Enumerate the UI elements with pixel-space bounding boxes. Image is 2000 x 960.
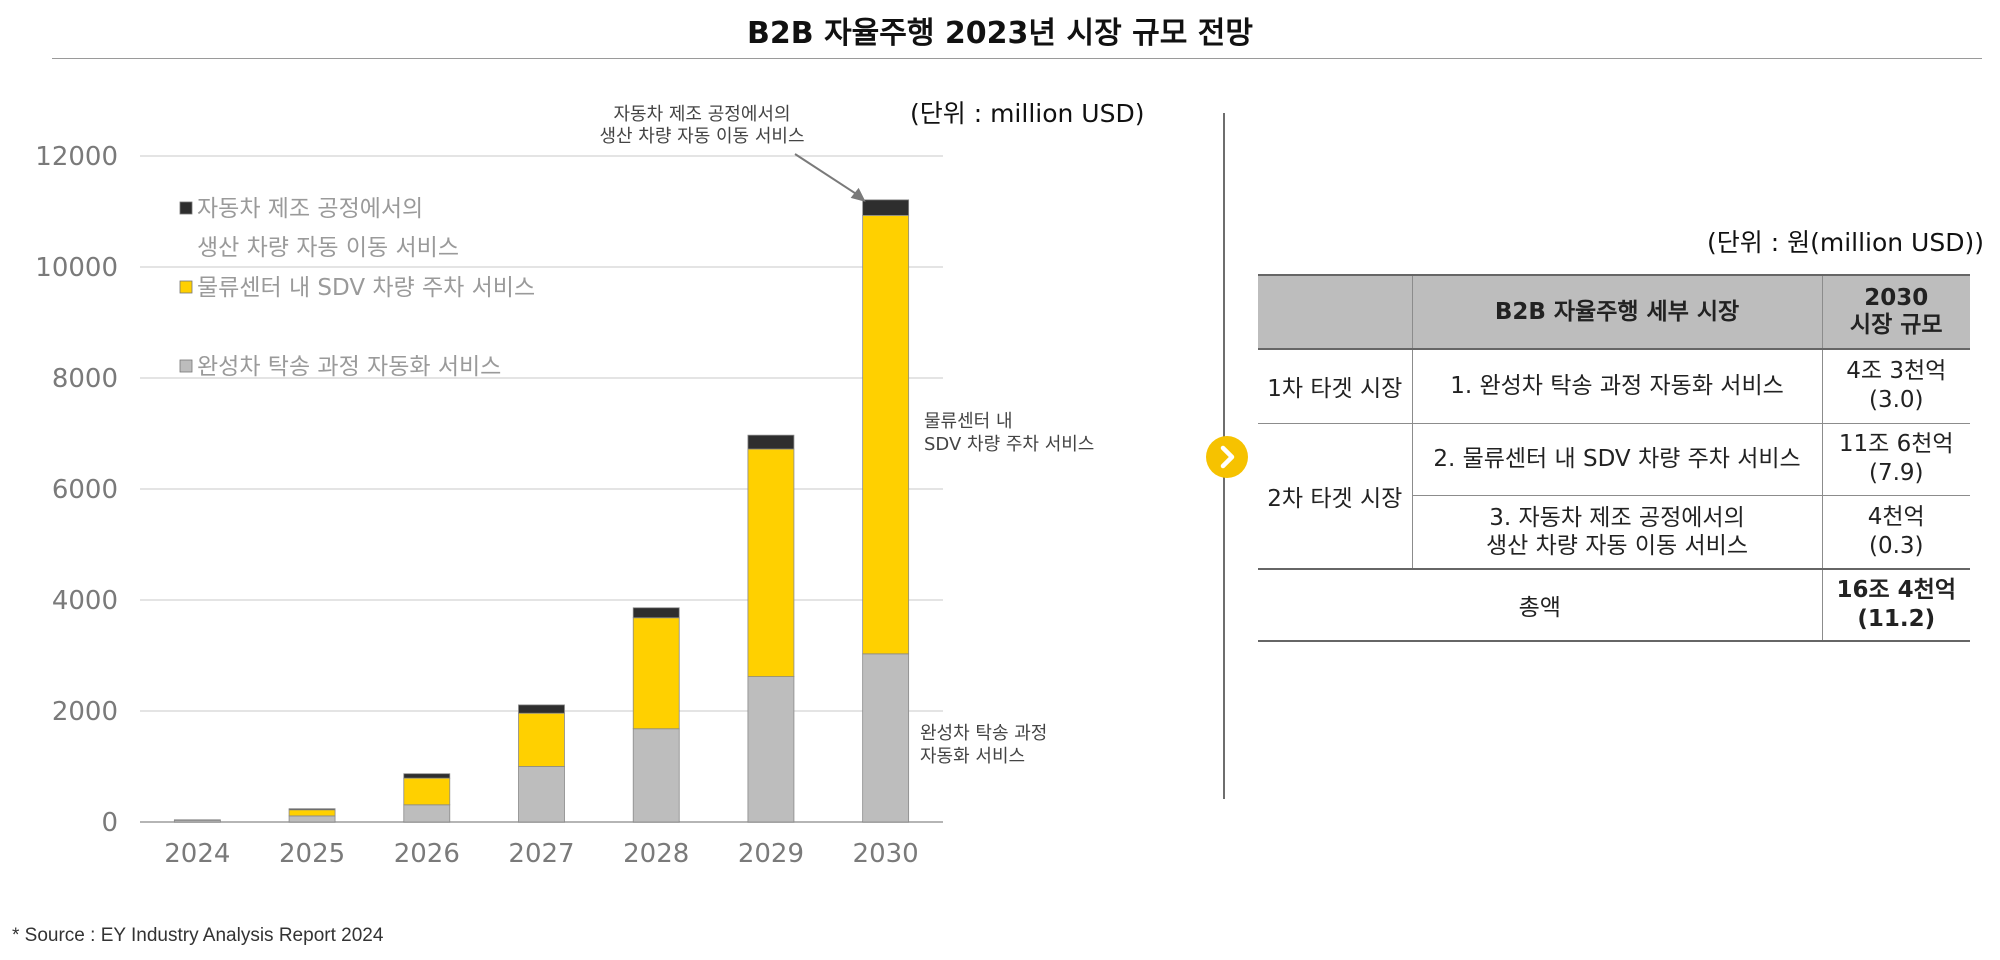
legend-swatch	[179, 201, 193, 215]
legend-swatch	[179, 280, 193, 294]
x-axis-tick-labels: 2024 2025 2026 2027 2028 2029 2030	[164, 839, 918, 869]
row-market-line: 2. 물류센터 내 SDV 차량 주차 서비스	[1433, 446, 1801, 472]
row-size-value: 4조 3천억	[1846, 358, 1947, 385]
annotation-label: 물류센터 내	[924, 411, 1013, 432]
total-label: 총액	[1258, 568, 1823, 642]
header-size-year: 2030	[1864, 285, 1929, 311]
x-tick-label: 2026	[394, 839, 460, 869]
x-tick-label: 2027	[508, 839, 574, 869]
row-size-value: 4천억	[1867, 503, 1925, 530]
row-group-label: 1차 타겟 시장	[1258, 348, 1413, 424]
y-tick-label: 6000	[52, 475, 118, 505]
row-size: 4천억 (0.3)	[1821, 494, 1970, 570]
stacked-bar-chart: 0 2000 4000 6000 8000 10000 12000 2024 2025 2026…	[35, 104, 1094, 869]
bar-segment	[403, 773, 451, 779]
legend-label: 자동차 제조 공정에서의	[197, 196, 423, 222]
row-size: 11조 6천억 (7.9)	[1821, 422, 1970, 496]
annotation-label: 자동차 제조 공정에서의	[613, 104, 790, 125]
bar-segment	[518, 704, 565, 714]
y-tick-label: 10000	[35, 253, 118, 283]
x-tick-label: 2025	[279, 839, 345, 869]
bar-segment	[632, 728, 680, 823]
legend-label: 생산 차량 자동 이동 서비스	[197, 235, 459, 261]
header-size: 2030 시장 규모	[1821, 274, 1970, 350]
table-total-row: 총액 16조 4천억 (11.2)	[1258, 568, 1970, 642]
table-header-row: B2B 자율주행 세부 시장 2030 시장 규모	[1258, 274, 1970, 350]
market-size-table: B2B 자율주행 세부 시장 2030 시장 규모 1차 타겟 시장 1. 완성…	[1258, 274, 1970, 642]
table-unit-label: (단위 : 원(million USD))	[1707, 228, 1984, 257]
bar-segment	[747, 448, 795, 677]
bar-segment	[288, 808, 336, 811]
bar-segment	[288, 809, 336, 817]
row-market: 3. 자동차 제조 공정에서의 생산 차량 자동 이동 서비스	[1412, 494, 1823, 570]
bar-segment	[747, 676, 795, 823]
row-market: 2. 물류센터 내 SDV 차량 주차 서비스	[1411, 422, 1823, 496]
x-tick-label: 2024	[164, 839, 230, 869]
total-size-value: 16조 4천억	[1836, 577, 1957, 603]
y-tick-label: 0	[101, 808, 118, 838]
total-size-usd: (11.2)	[1857, 606, 1936, 632]
row-size-usd: (3.0)	[1868, 387, 1924, 414]
y-tick-label: 4000	[52, 586, 118, 616]
row-market-line: 1. 완성차 탁송 과정 자동화 서비스	[1450, 373, 1784, 400]
annotation-label: SDV 차량 주차 서비스	[924, 434, 1094, 455]
header-market: B2B 자율주행 세부 시장	[1411, 274, 1823, 350]
bar-segment	[288, 815, 336, 823]
y-tick-label: 12000	[35, 142, 118, 172]
header-size-label: 시장 규모	[1849, 312, 1943, 338]
title-divider	[52, 58, 1982, 59]
x-tick-label: 2030	[853, 839, 919, 869]
chart-unit-label: (단위 : million USD)	[910, 99, 1145, 128]
row-size-value: 11조 6천억	[1838, 431, 1954, 457]
total-size: 16조 4천억 (11.2)	[1821, 568, 1970, 642]
bar-segment	[403, 804, 451, 823]
row-group-label: 2차 타겟 시장	[1258, 422, 1413, 570]
bar-segment	[862, 653, 910, 823]
bar-segment	[862, 214, 910, 655]
bar-segment	[747, 434, 795, 450]
legend-label: 완성차 탁송 과정 자동화 서비스	[197, 354, 501, 380]
source-note: * Source : EY Industry Analysis Report 2…	[12, 925, 384, 946]
annotation-label: 생산 차량 자동 이동 서비스	[599, 126, 804, 147]
annotation-arrow-line	[794, 153, 862, 198]
bar-segment	[403, 777, 451, 806]
bar-segment	[632, 617, 680, 730]
bar-segment	[173, 819, 221, 821]
x-tick-label: 2028	[623, 839, 689, 869]
row-size: 4조 3천억 (3.0)	[1821, 348, 1970, 424]
header-empty-cell	[1258, 274, 1413, 350]
row-size-usd: (7.9)	[1868, 460, 1924, 486]
legend-swatch	[179, 359, 193, 373]
legend-label: 물류센터 내 SDV 차량 주차 서비스	[197, 275, 535, 301]
chart-bars	[173, 199, 910, 823]
y-tick-label: 2000	[52, 697, 118, 727]
row-market: 1. 완성차 탁송 과정 자동화 서비스	[1411, 348, 1823, 424]
y-axis-tick-labels: 0 2000 4000 6000 8000 10000 12000	[35, 142, 118, 838]
row-market-line: 3. 자동차 제조 공정에서의	[1489, 504, 1745, 531]
row-size-usd: (0.3)	[1868, 532, 1924, 559]
bar-segment	[518, 766, 565, 823]
y-tick-label: 8000	[52, 364, 118, 394]
row-market-line: 생산 차량 자동 이동 서비스	[1485, 532, 1748, 559]
page-title: B2B 자율주행 2023년 시장 규모 전망	[747, 16, 1253, 51]
annotation-label: 완성차 탁송 과정	[920, 723, 1047, 744]
table-row: 1차 타겟 시장 1. 완성차 탁송 과정 자동화 서비스 4조 3천억 (3.…	[1258, 348, 1970, 424]
annotation-arrowhead	[850, 187, 866, 202]
table-row: 3. 자동차 제조 공정에서의 생산 차량 자동 이동 서비스 4천억 (0.3…	[1258, 494, 1970, 570]
annotation-label: 자동화 서비스	[920, 746, 1025, 767]
chevron-right-icon	[1206, 436, 1248, 478]
bar-segment	[518, 712, 565, 767]
table-row: 2차 타겟 시장 2. 물류센터 내 SDV 차량 주차 서비스 11조 6천억…	[1258, 422, 1970, 570]
x-tick-label: 2029	[738, 839, 804, 869]
chart-gridlines	[140, 155, 943, 823]
bar-segment	[862, 199, 910, 216]
bar-segment	[632, 607, 680, 619]
